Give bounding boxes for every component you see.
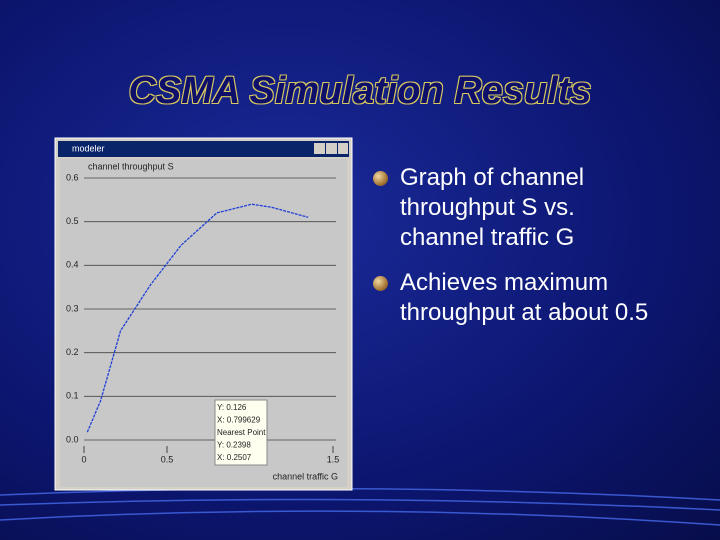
bullet: Achieves maximum throughput at about 0.5 (373, 268, 662, 328)
window-title: modeler (72, 143, 105, 153)
minimize-button[interactable] (314, 143, 325, 154)
y-tick-label: 0.2 (66, 347, 79, 357)
tooltip-text: Y: 0.126 (217, 403, 247, 412)
bullet-icon (373, 276, 388, 291)
y-axis-label: channel throughput S (88, 161, 174, 171)
tooltip-text: X: 0.799629 (217, 416, 261, 425)
bullet-text: Graph of channel throughput S vs. channe… (400, 164, 585, 251)
tooltip-text: X: 0.2507 (217, 453, 252, 462)
line (86, 203, 309, 433)
tooltip-text: Y: 0.2398 (217, 441, 251, 450)
bullet-text: Achieves maximum throughput at about 0.5 (400, 269, 649, 326)
y-tick-label: 0.6 (66, 172, 79, 182)
title-bar (58, 141, 349, 157)
tooltip-text: Nearest Point (217, 428, 266, 437)
x-tick-label: 0.5 (161, 454, 174, 464)
x-tick-label: 1.5 (327, 454, 340, 464)
y-tick-label: 0.4 (66, 260, 79, 270)
maximize-button[interactable] (326, 143, 337, 154)
tooltip (214, 399, 268, 466)
y-tick-label: 0.0 (66, 434, 79, 444)
plot-area (60, 159, 347, 487)
y-tick-label: 0.1 (66, 391, 79, 401)
x-tick-label: 0 (81, 454, 86, 464)
bullet: Graph of channel throughput S vs. channe… (373, 163, 662, 253)
y-tick-label: 0.3 (66, 303, 79, 313)
slide-title: CSMA Simulation Results (128, 70, 592, 112)
y-tick-label: 0.5 (66, 216, 79, 226)
x-axis-label: channel traffic G (273, 471, 338, 481)
bullet-icon (373, 171, 388, 186)
decor (0, 487, 720, 526)
close-button[interactable] (338, 143, 348, 154)
